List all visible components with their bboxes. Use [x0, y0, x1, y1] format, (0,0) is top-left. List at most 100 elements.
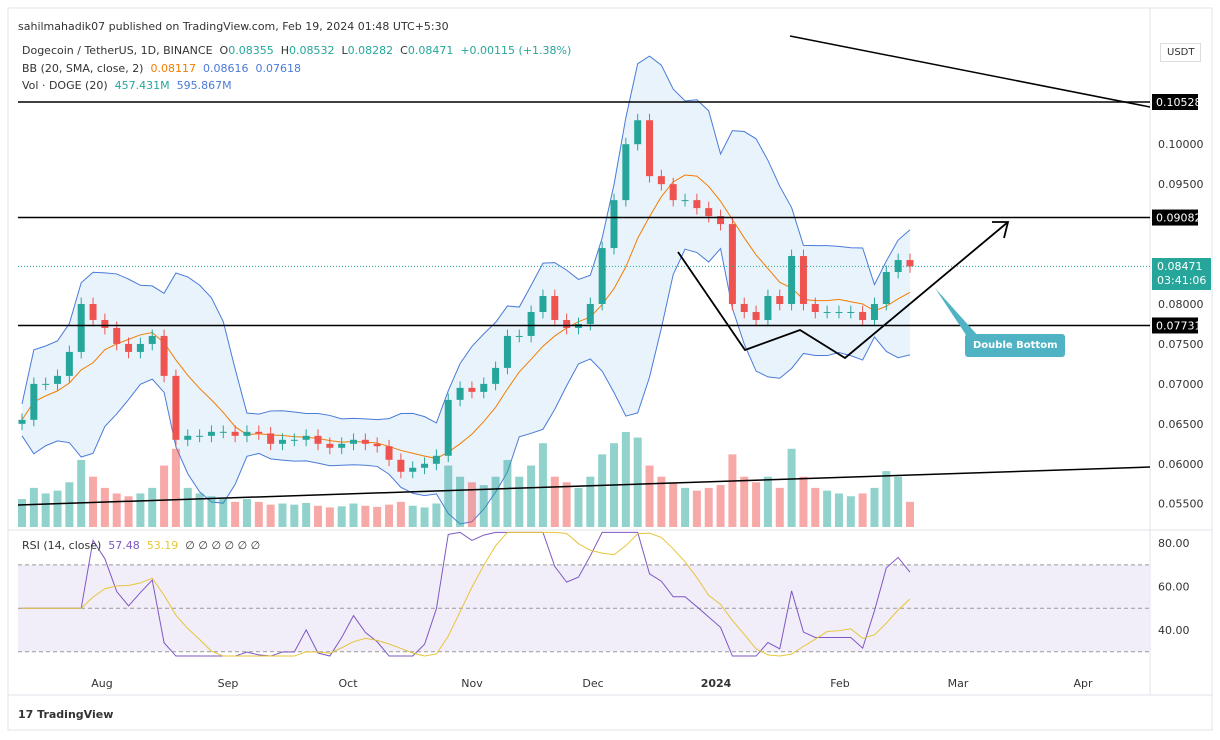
- candle: [634, 120, 642, 145]
- candle: [622, 144, 630, 201]
- time-tick: Mar: [948, 677, 969, 690]
- volume-bar: [870, 487, 879, 527]
- bb-basis: 0.08117: [150, 62, 196, 75]
- candle: [657, 176, 665, 185]
- volume-bar: [763, 476, 772, 527]
- candle: [219, 431, 227, 433]
- bb-lower-line: [21, 247, 911, 525]
- rsi-line: [22, 531, 911, 657]
- candle: [693, 200, 701, 209]
- volume-bar: [183, 487, 192, 527]
- volume-bar: [574, 487, 583, 527]
- candle: [160, 335, 168, 376]
- candle: [326, 443, 334, 448]
- volume-bar: [148, 487, 157, 527]
- candle: [196, 435, 204, 437]
- time-tick: Dec: [582, 677, 603, 690]
- time-tick: 2024: [701, 677, 732, 690]
- volume-bar: [728, 454, 737, 527]
- candle: [89, 303, 97, 320]
- volume-bar: [681, 487, 690, 527]
- volume-bar: [846, 496, 855, 527]
- bb-lower: 0.07618: [255, 62, 301, 75]
- candle: [444, 399, 452, 456]
- volume-bar: [100, 487, 109, 527]
- price-tick: 0.10000: [1158, 138, 1204, 151]
- volume-bar: [669, 482, 678, 527]
- volume-bar: [752, 482, 761, 527]
- volume-bar: [657, 476, 666, 527]
- symbol-name[interactable]: Dogecoin / TetherUS, 1D, BINANCE: [22, 44, 213, 57]
- volume-bar: [266, 504, 275, 527]
- rsi-legend[interactable]: RSI (14, close) 57.48 53.19 ∅ ∅ ∅ ∅ ∅ ∅: [22, 539, 260, 552]
- double-bottom-callout[interactable]: Double Bottom: [965, 334, 1066, 357]
- candle: [278, 439, 286, 444]
- volume-bar: [29, 487, 38, 527]
- volume-bar: [160, 465, 169, 527]
- candle: [65, 351, 73, 376]
- time-tick: Feb: [830, 677, 849, 690]
- candle: [432, 455, 440, 464]
- candle: [42, 383, 50, 385]
- rsi-extra: ∅ ∅ ∅ ∅ ∅ ∅: [185, 539, 261, 552]
- level-label: 0.10528: [1156, 96, 1202, 109]
- candle: [373, 443, 381, 447]
- candle: [207, 431, 215, 436]
- close-label: C: [400, 44, 408, 57]
- volume-bar: [373, 506, 382, 527]
- vol-legend[interactable]: Vol · DOGE (20) 457.431M 595.867M: [22, 79, 232, 92]
- volume-bar: [503, 459, 512, 527]
- price-tick: 0.07000: [1158, 378, 1204, 391]
- tradingview-logo: 17 TradingView: [18, 708, 113, 721]
- candle: [906, 260, 914, 267]
- currency-button[interactable]: USDT: [1160, 43, 1202, 62]
- candle: [397, 459, 405, 472]
- volume-bar: [740, 476, 749, 527]
- candle: [859, 311, 867, 320]
- candle: [705, 208, 713, 217]
- candle: [752, 311, 760, 320]
- time-tick: Apr: [1073, 677, 1093, 690]
- last-price: 0.08471: [1157, 260, 1203, 273]
- price-tick: 0.06000: [1158, 458, 1204, 471]
- volume-bar: [278, 503, 287, 527]
- symbol-legend: Dogecoin / TetherUS, 1D, BINANCE O0.0835…: [22, 44, 571, 57]
- candle: [894, 260, 902, 273]
- candle: [503, 335, 511, 368]
- volume-bar: [479, 485, 488, 527]
- bb-label: BB (20, SMA, close, 2): [22, 62, 144, 75]
- candle: [527, 311, 535, 336]
- candle: [136, 343, 144, 352]
- price-tick: 0.08000: [1158, 298, 1204, 311]
- volume-bar: [598, 454, 607, 527]
- volume-bar: [823, 490, 832, 527]
- candle: [172, 375, 180, 440]
- candle: [681, 200, 689, 202]
- price-tick: 0.06500: [1158, 418, 1204, 431]
- volume-bar: [302, 502, 311, 527]
- bb-legend[interactable]: BB (20, SMA, close, 2) 0.08117 0.08616 0…: [22, 62, 301, 75]
- candle: [338, 443, 346, 448]
- change-value: +0.00115 (+1.38%): [460, 44, 572, 57]
- volume-bar: [467, 482, 476, 527]
- volume-bar: [219, 499, 228, 527]
- volume-bar: [242, 499, 251, 527]
- price-tick: 0.09500: [1158, 178, 1204, 191]
- candle: [764, 295, 772, 320]
- time-tick: Oct: [338, 677, 358, 690]
- high-label: H: [280, 44, 289, 57]
- volume-bar: [385, 504, 394, 527]
- volume-bar: [77, 459, 86, 527]
- bb-upper-line: [21, 55, 911, 424]
- rsi-tick: 80.00: [1158, 537, 1190, 550]
- bar-countdown: 03:41:06: [1157, 274, 1207, 287]
- close-value: 0.08471: [407, 44, 454, 57]
- ascending-trendline: [17, 466, 1151, 506]
- vol-value: 457.431M: [114, 79, 170, 92]
- volume-bar: [621, 432, 630, 527]
- candle: [847, 311, 855, 313]
- volume-bar: [254, 501, 263, 527]
- volume-bar: [527, 465, 536, 527]
